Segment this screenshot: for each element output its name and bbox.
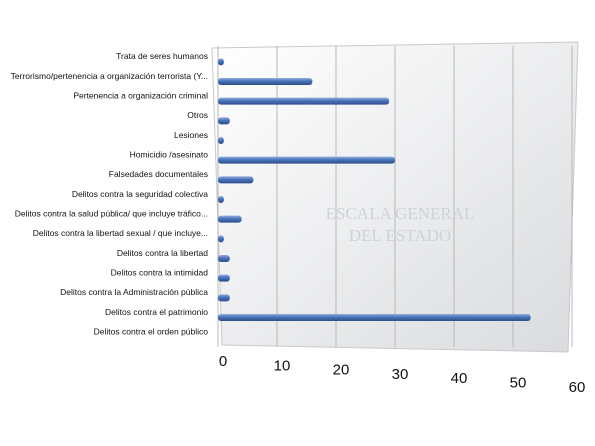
bar [218,274,230,282]
y-tick-label: Delitos contra la intimidad [111,267,209,277]
watermark: ESCALA GENERAL [326,204,475,223]
bar [218,176,254,184]
y-tick-label: Delitos contra el orden público [94,326,209,336]
x-tick-label: 60 [569,379,586,396]
x-tick-label: 50 [510,374,527,391]
bar [218,235,224,243]
y-tick-label: Pertenencia a organización criminal [73,90,208,100]
x-tick-label: 0 [219,353,227,370]
bar [218,117,230,125]
y-tick-label: Trata de seres humanos [116,51,208,61]
bar [218,294,230,302]
x-tick-label: 30 [392,366,409,383]
x-tick-label: 20 [333,362,350,379]
bar [218,215,242,223]
bar [218,58,224,66]
y-tick-label: Delitos contra la seguridad colectiva [72,189,208,199]
bar [218,97,390,105]
y-tick-label: Delitos contra la salud pública/ que inc… [15,208,208,218]
y-tick-label: Delitos contra la libertad sexual / que … [33,228,208,238]
x-tick-label: 40 [451,370,468,387]
bar [218,255,230,262]
y-tick-label: Delitos contra la Administración pública [60,287,208,297]
y-tick-label: Otros [187,110,208,120]
bar [218,156,395,164]
watermark: DEL ESTADO [349,226,451,245]
y-tick-label: Delitos contra el patrimonio [105,307,208,317]
bar [218,314,531,321]
y-tick-label: Homicidio /asesinato [130,149,209,159]
x-tick-label: 10 [274,357,291,374]
y-tick-label: Delitos contra la libertad [117,248,208,258]
y-tick-label: Terrorismo/pertenencia a organización te… [11,71,208,81]
bar [218,78,313,85]
y-tick-label: Falsedades documentales [109,169,208,179]
bar [218,196,224,203]
bar [218,137,224,144]
y-tick-label: Lesiones [174,130,208,140]
